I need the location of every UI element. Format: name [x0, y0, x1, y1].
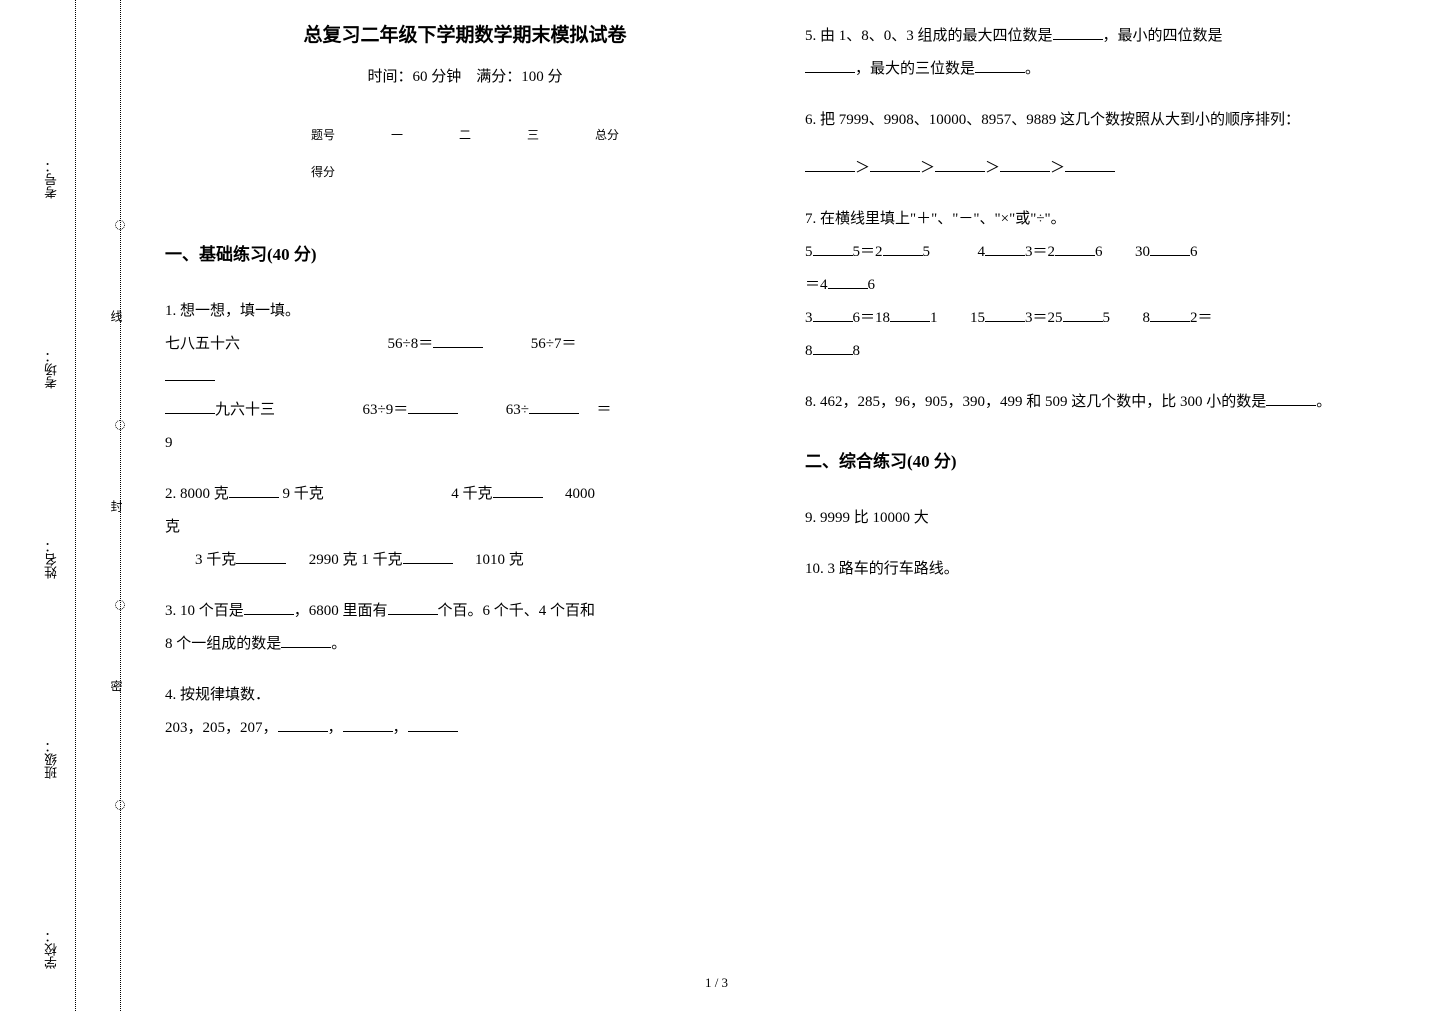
blank [1063, 306, 1103, 322]
blank [278, 716, 328, 732]
blank [408, 398, 458, 414]
blank [281, 632, 331, 648]
blank [1000, 156, 1050, 172]
margin-label-class: 班级： [42, 740, 61, 779]
q2: 2. 8000 克 9 千克 4 千克 4000 克 3 千克 2990 克 1… [165, 478, 765, 577]
q7-line1b: ＝46 [805, 269, 1405, 302]
blank [403, 548, 453, 564]
blank [165, 398, 215, 414]
blank [1150, 240, 1190, 256]
seal-char-2: 封 [108, 500, 125, 520]
blank [529, 398, 579, 414]
seal-char-3: 线 [108, 310, 125, 330]
q2-line1b: 克 [165, 511, 765, 544]
blank [813, 306, 853, 322]
score-table: 题号 一 二 三 总分 得分 [283, 116, 647, 190]
exam-subtitle: 时间：60 分钟 满分：100 分 [165, 65, 765, 86]
blank [493, 482, 543, 498]
th-total: 总分 [567, 116, 647, 153]
q7-line1: 55＝25 43＝26 306 [805, 236, 1405, 269]
left-column: 总复习二年级下学期数学期末模拟试卷 时间：60 分钟 满分：100 分 题号 一… [165, 20, 765, 763]
td-score: 得分 [283, 153, 363, 190]
section-1-header: 一、基础练习(40 分) [165, 240, 765, 265]
q3: 3. 10 个百是，6800 里面有个百。6 个千、4 个百和 8 个一组成的数… [165, 595, 765, 661]
exam-title: 总复习二年级下学期数学期末模拟试卷 [165, 20, 765, 47]
blank [975, 57, 1025, 73]
q1-title: 1. 想一想，填一填。 [165, 295, 765, 328]
q10: 10. 3 路车的行车路线。 [805, 553, 1405, 586]
q6: 6. 把 7999、9908、10000、8957、9889 这几个数按照从大到… [805, 104, 1405, 185]
margin-label-name: 姓名： [42, 540, 61, 579]
blank [165, 365, 215, 381]
th-3: 三 [499, 116, 567, 153]
q7-line2: 36＝181 153＝255 82＝ [805, 302, 1405, 335]
blank [813, 240, 853, 256]
blank [229, 482, 279, 498]
margin-label-id: 考号： [42, 160, 61, 199]
blank [935, 156, 985, 172]
blank [433, 332, 483, 348]
blank [1053, 24, 1103, 40]
q4: 4. 按规律填数． 203，205，207，，， [165, 679, 765, 745]
circle-3 [115, 600, 125, 610]
th-2: 二 [431, 116, 499, 153]
q8: 8. 462，285，96，905，390，499 和 509 这几个数中，比 … [805, 386, 1405, 419]
th-num: 题号 [283, 116, 363, 153]
blank [985, 240, 1025, 256]
blank [805, 156, 855, 172]
q2-line2: 3 千克 2990 克 1 千克 1010 克 [165, 544, 765, 577]
circle-1 [115, 220, 125, 230]
blank [870, 156, 920, 172]
blank [1055, 240, 1095, 256]
blank [1266, 390, 1316, 406]
blank [244, 599, 294, 615]
blank [890, 306, 930, 322]
blank [408, 716, 458, 732]
blank [985, 306, 1025, 322]
page-number: 1 / 3 [705, 975, 728, 991]
q1-line1: 七八五十六 56÷8＝ 56÷7＝ [165, 328, 765, 361]
blank [388, 599, 438, 615]
binding-margin: 学校： 班级： 姓名： 考场： 考号： 密 封 线 [0, 0, 140, 1011]
blank [1065, 156, 1115, 172]
q7-line2b: 88 [805, 335, 1405, 368]
blank [236, 548, 286, 564]
blank [883, 240, 923, 256]
content-area: 总复习二年级下学期数学期末模拟试卷 时间：60 分钟 满分：100 分 题号 一… [165, 20, 1415, 763]
section-2-header: 二、综合练习(40 分) [805, 447, 1405, 472]
q5: 5. 由 1、8、0、3 组成的最大四位数是，最小的四位数是 ，最大的三位数是。 [805, 20, 1405, 86]
q4-seq: 203，205，207，，， [165, 712, 765, 745]
blank [343, 716, 393, 732]
th-1: 一 [363, 116, 431, 153]
q1-line3: 九六十三 63÷9＝ 63÷ ＝ [165, 394, 765, 427]
q7: 7. 在横线里填上"＋"、"－"、"×"或"÷"。 55＝25 43＝26 30… [805, 203, 1405, 368]
right-column: 5. 由 1、8、0、3 组成的最大四位数是，最小的四位数是 ，最大的三位数是。… [805, 20, 1405, 763]
table-row: 得分 [283, 153, 647, 190]
table-row: 题号 一 二 三 总分 [283, 116, 647, 153]
q1-line4: 9 [165, 427, 765, 460]
circle-4 [115, 800, 125, 810]
blank [828, 273, 868, 289]
circle-2 [115, 420, 125, 430]
q1: 1. 想一想，填一填。 七八五十六 56÷8＝ 56÷7＝ 九六十三 63÷9＝… [165, 295, 765, 460]
seal-char-1: 密 [108, 680, 125, 700]
margin-label-room: 考场： [42, 350, 61, 389]
q9: 9. 9999 比 10000 大 [805, 502, 1405, 535]
margin-label-school: 学校： [42, 930, 61, 969]
blank [1150, 306, 1190, 322]
blank [813, 339, 853, 355]
q6-seq: ＞＞＞＞ [805, 152, 1405, 185]
q2-line1: 2. 8000 克 9 千克 4 千克 4000 [165, 478, 765, 511]
blank [805, 57, 855, 73]
q1-line2 [165, 361, 765, 394]
dotted-line-1 [75, 0, 76, 1011]
